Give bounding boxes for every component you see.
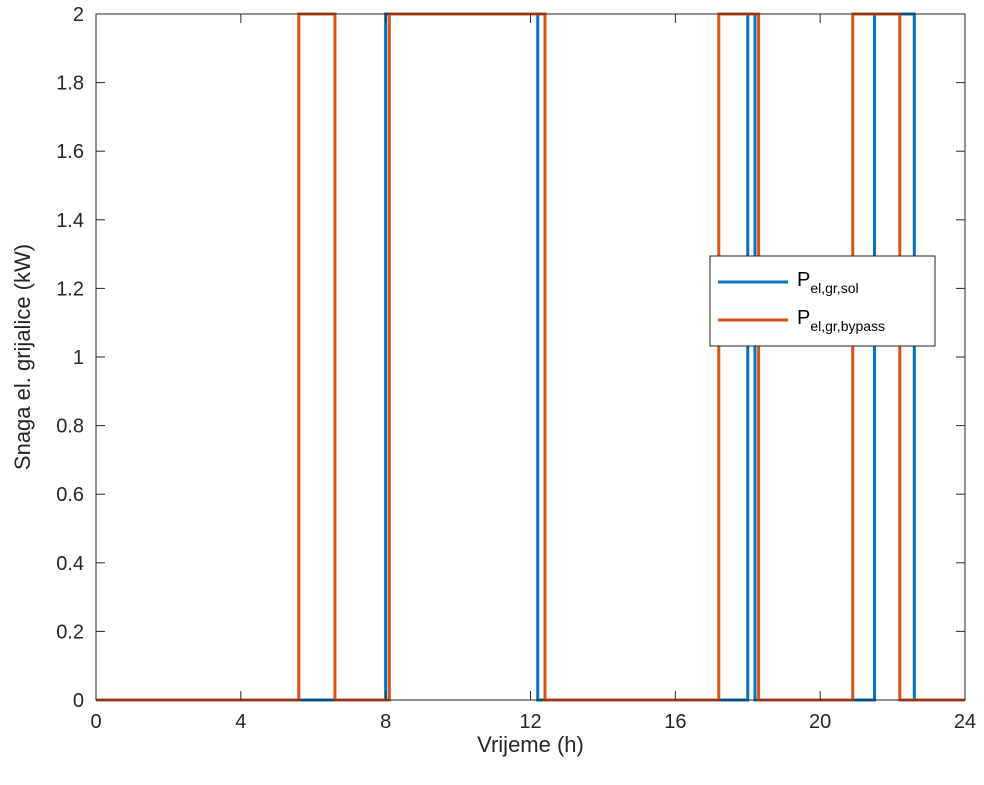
y-tick-label: 1.6: [56, 141, 84, 163]
y-tick-label: 0.4: [56, 553, 84, 575]
y-tick-label: 1.8: [56, 73, 84, 95]
x-tick-label: 0: [90, 711, 101, 733]
ticks-layer: 0 4 8 12 16 20 24 0 0.2 0.4 0.6 0.8 1 1.2 1.4 1.6 1.8 2: [56, 4, 976, 733]
y-tick-label: 0: [73, 690, 84, 712]
y-tick-label: 0.6: [56, 484, 84, 506]
y-tick-label: 1: [73, 347, 84, 369]
legend-label-bypass: Pel,gr,bypass: [797, 307, 885, 334]
legend-label-sol: Pel,gr,sol: [797, 269, 859, 296]
x-tick-label: 8: [380, 711, 391, 733]
y-tick-label: 1.4: [56, 210, 84, 232]
y-tick-label: 0.8: [56, 416, 84, 438]
x-tick-label: 12: [519, 711, 541, 733]
x-tick-label: 20: [809, 711, 831, 733]
legend: Pel,gr,sol Pel,gr,bypass: [709, 255, 936, 347]
labels-layer: Vrijeme (h) Snaga el. grijalice (kW): [10, 244, 584, 757]
x-axis-label: Vrijeme (h): [477, 732, 584, 757]
y-axis-label: Snaga el. grijalice (kW): [10, 244, 35, 470]
legend-box: [709, 255, 936, 347]
x-tick-label: 16: [664, 711, 686, 733]
y-tick-label: 0.2: [56, 621, 84, 643]
y-tick-label: 2: [73, 4, 84, 26]
x-tick-label: 24: [954, 711, 976, 733]
x-tick-label: 4: [235, 711, 246, 733]
y-tick-label: 1.2: [56, 278, 84, 300]
